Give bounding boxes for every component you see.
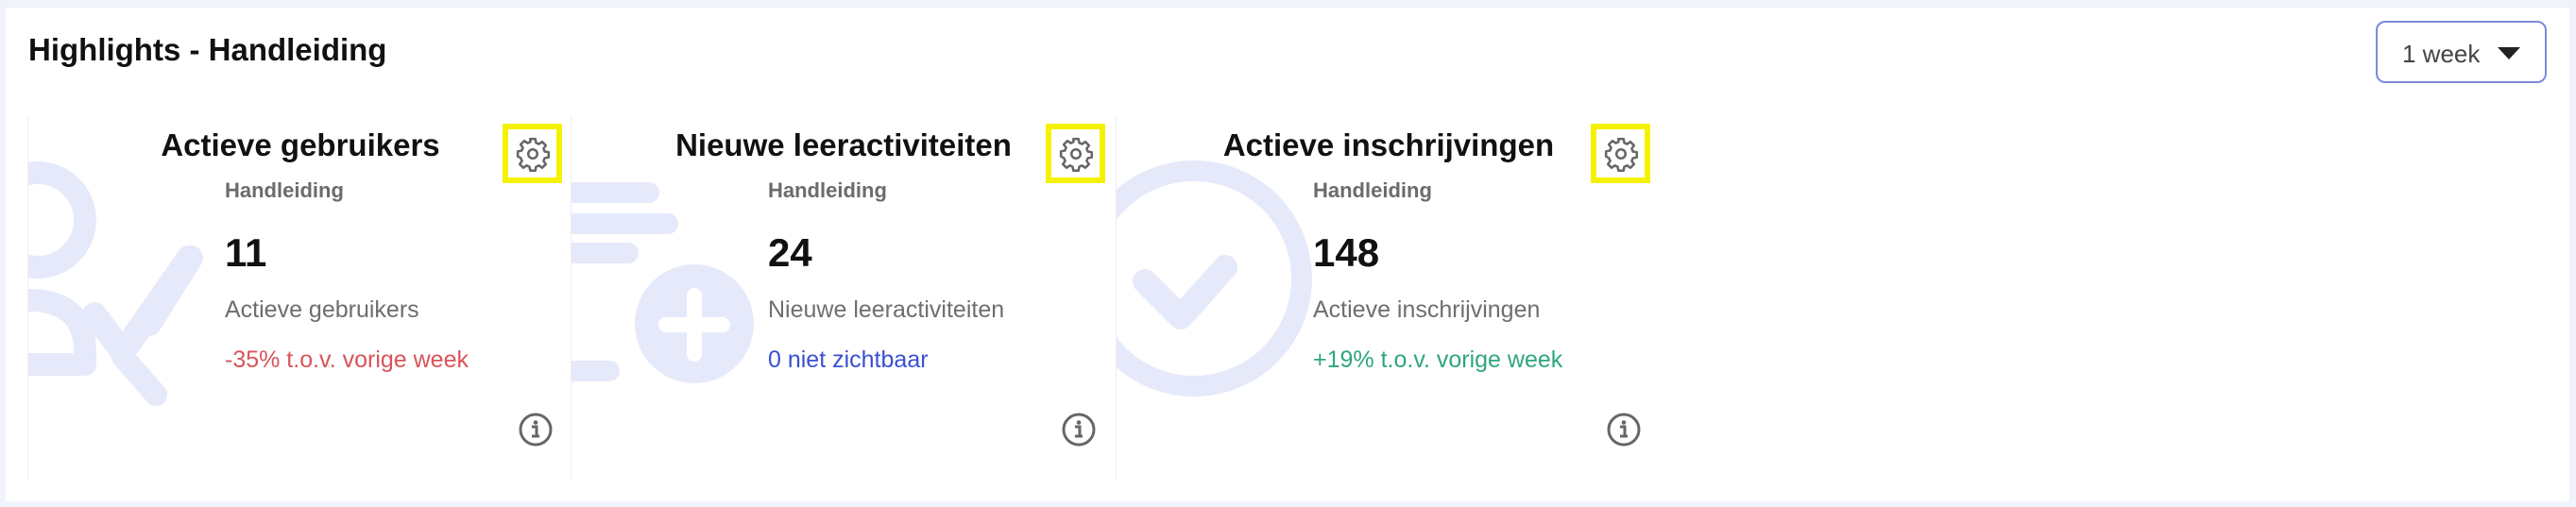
card-value: 24 (768, 230, 812, 275)
card-title: Nieuwe leeractiviteiten (675, 127, 1012, 162)
page-title: Highlights - Handleiding (28, 32, 387, 67)
card-label: Actieve inschrijvingen (1313, 296, 1541, 323)
card-title: Actieve inschrijvingen (1222, 127, 1555, 162)
list-plus-illustration-icon (571, 182, 754, 383)
gear-icon (1059, 137, 1093, 172)
card-value: 148 (1313, 230, 1380, 275)
card-settings-button[interactable] (503, 124, 562, 183)
card-label: Actieve gebruikers (225, 296, 419, 323)
highlight-card-actieve-inschrijvingen: Actieve inschrijvingen Handleiding 148 A… (1116, 116, 1661, 480)
card-subtitle: Handleiding (768, 178, 887, 202)
card-subtitle: Handleiding (1313, 178, 1432, 202)
highlight-card-actieve-gebruikers: Actieve gebruikers Handleiding 11 Actiev… (27, 116, 572, 480)
info-icon[interactable] (518, 412, 554, 448)
card-title: Actieve gebruikers (161, 127, 440, 162)
period-dropdown-value: 1 week (2402, 40, 2481, 68)
card-change: -35% t.o.v. vorige week (225, 346, 469, 373)
period-dropdown[interactable]: 1 week (2376, 21, 2547, 83)
card-subtitle: Handleiding (225, 178, 344, 202)
circle-check-illustration-icon (1117, 161, 1312, 397)
highlight-card-nieuwe-leeractiviteiten: Nieuwe leeractiviteiten Handleiding 24 N… (571, 116, 1116, 480)
card-change-link[interactable]: 0 niet zichtbaar (768, 346, 929, 373)
user-check-illustration-icon (28, 161, 203, 406)
card-settings-button[interactable] (1591, 124, 1650, 183)
card-settings-button[interactable] (1046, 124, 1105, 183)
card-change: +19% t.o.v. vorige week (1313, 346, 1563, 373)
info-icon[interactable] (1061, 412, 1097, 448)
info-icon[interactable] (1606, 412, 1642, 448)
gear-icon (516, 137, 550, 172)
card-label: Nieuwe leeractiviteiten (768, 296, 1005, 323)
gear-icon (1604, 137, 1638, 172)
caret-down-icon (2498, 47, 2520, 59)
card-value: 11 (225, 230, 267, 275)
